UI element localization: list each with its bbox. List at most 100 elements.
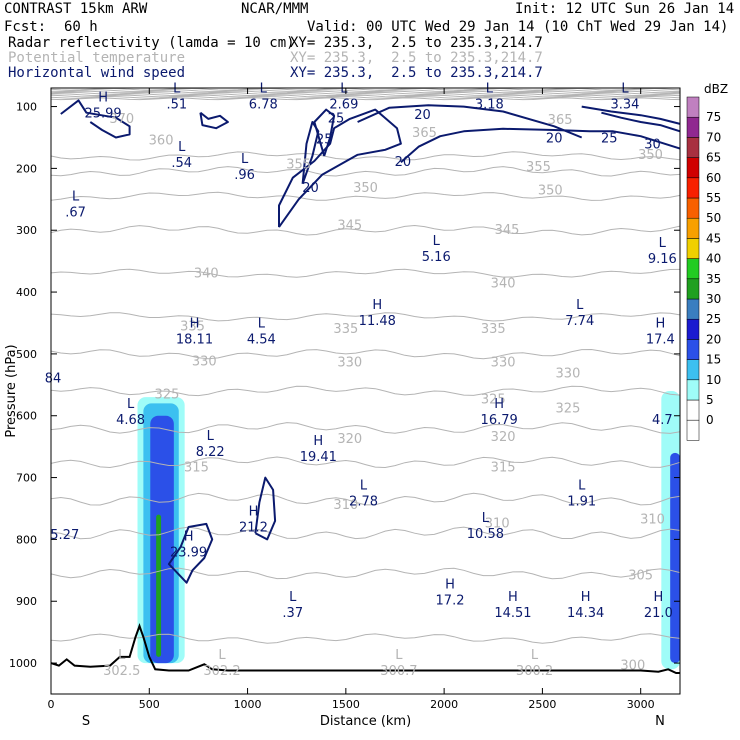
field-name-theta: Potential temperature <box>8 50 186 66</box>
field-xy-reflectivity: XY= 235.3, 2.5 to 235.3,214.7 <box>290 35 543 51</box>
extremum-value: .54 <box>171 156 192 171</box>
colorbar-level-label: 50 <box>706 211 721 225</box>
theta-label: 310 <box>485 516 510 531</box>
theta-label: 350 <box>638 148 663 163</box>
extremum-type-L: L <box>289 590 297 605</box>
wind-label: 25 <box>601 131 618 146</box>
extremum-value: 5.27 <box>50 528 79 543</box>
extremum-type-L: L <box>207 429 215 444</box>
reflectivity-cell <box>670 452 680 664</box>
colorbar-swatch <box>686 217 700 239</box>
extremum-value: 302.2 <box>203 664 240 679</box>
extremum-value: 5.16 <box>422 250 451 265</box>
y-tick-label: 100 <box>16 101 37 114</box>
theta-label: 350 <box>538 184 563 199</box>
theta-label: 315 <box>491 461 516 476</box>
colorbar-level-label: 25 <box>706 312 721 326</box>
theta-label: 345 <box>337 218 362 233</box>
colorbar-swatch <box>686 359 700 381</box>
x-tick-label: 500 <box>139 698 160 711</box>
extremum-type-L: L <box>576 298 584 313</box>
wind-label: 20 <box>546 131 563 146</box>
extremum-value: .51 <box>166 98 187 113</box>
extremum-type-H: H <box>508 590 518 605</box>
wind-contour <box>301 121 320 185</box>
x-axis-label: Distance (km) <box>320 714 411 729</box>
theta-contour-upper <box>50 89 680 93</box>
theta-contour-upper <box>50 94 681 98</box>
theta-label: 335 <box>180 320 205 335</box>
extremum-value: 300.2 <box>516 664 553 679</box>
theta-label: 335 <box>481 322 506 337</box>
extremum-type-L: L <box>531 648 539 663</box>
theta-label: 300 <box>620 659 645 674</box>
theta-label: 365 <box>412 126 437 141</box>
extremum-value: 6.78 <box>249 98 278 113</box>
valid-time: Valid: 00 UTC Wed 29 Jan 14 (10 ChT Wed … <box>307 19 729 35</box>
x-tick-label: 2000 <box>430 698 458 711</box>
theta-label: 325 <box>481 393 506 408</box>
theta-label: 355 <box>286 158 311 173</box>
extremum-type-L: L <box>178 140 186 155</box>
extremum-value: 302.5 <box>103 664 140 679</box>
extremum-value: 16.79 <box>481 413 518 428</box>
colorbar-swatch <box>686 177 700 199</box>
extremum-value: 25.99 <box>84 106 121 121</box>
colorbar-level-label: 75 <box>706 110 721 124</box>
colorbar-level-label: 40 <box>706 252 721 266</box>
terrain-layer <box>50 623 680 674</box>
y-tick-label: 700 <box>16 472 37 485</box>
colorbar-level-label: 45 <box>706 231 721 245</box>
extremum-type-L: L <box>433 234 441 249</box>
extremum-value: 7.74 <box>565 314 594 329</box>
extremum-type-L: L <box>395 648 403 663</box>
theta-contour-layer <box>50 87 681 644</box>
colorbar-level-label: 60 <box>706 171 721 185</box>
theta-label: 320 <box>337 432 362 447</box>
extremum-type-H: H <box>445 578 455 593</box>
theta-label: 325 <box>155 388 180 403</box>
extremum-type-L: L <box>118 648 126 663</box>
theta-label: 340 <box>194 267 219 282</box>
colorbar-swatch <box>686 116 700 138</box>
extremum-type-H: H <box>494 397 504 412</box>
theta-contour <box>50 567 681 580</box>
extremum-type-H: H <box>653 590 663 605</box>
colorbar-swatch <box>686 399 700 421</box>
x-tick-label: 1500 <box>332 698 360 711</box>
extremum-type-L: L <box>578 479 586 494</box>
y-tick-label: 800 <box>16 533 37 546</box>
field-name-wind: Horizontal wind speed <box>8 65 186 81</box>
colorbar-level-label: 10 <box>706 373 721 387</box>
field-name-reflectivity: Radar reflectivity (lamda = 10 cm) <box>8 35 295 51</box>
colorbar-swatch <box>686 339 700 360</box>
theta-label: 355 <box>526 160 551 175</box>
extremum-type-H: H <box>313 434 323 449</box>
wind-contour <box>601 111 681 133</box>
theta-label: 345 <box>495 223 520 238</box>
extremum-type-H: H <box>184 529 194 544</box>
colorbar-level-label: 65 <box>706 151 721 165</box>
extremum-value: 21.0 <box>644 606 673 621</box>
extremum-value: 4.7 <box>652 413 673 428</box>
wind-label: 30 <box>644 138 661 153</box>
extremum-value: 10.58 <box>467 527 504 542</box>
wind-label: 25 <box>328 112 345 127</box>
extremum-type-L: L <box>258 317 266 332</box>
wind-label: 25 <box>316 133 333 148</box>
axes-layer: 100 200 300 400 500 600 700 800 900 1000 0 500 1000 1… <box>4 87 681 729</box>
extremum-value: 18.11 <box>176 333 213 348</box>
theta-label: 365 <box>548 113 573 128</box>
reflectivity-cell <box>150 415 174 664</box>
colorbar-swatch <box>686 96 700 118</box>
extremum-value: 4.54 <box>247 333 276 348</box>
extremum-type-L: L <box>486 82 494 97</box>
init-time: Init: 12 UTC Sun 26 Jan 14 <box>515 1 735 17</box>
x-tick-label: 1000 <box>234 698 262 711</box>
extremum-type-L: L <box>621 82 629 97</box>
extremum-type-L: L <box>241 152 249 167</box>
theta-label: 330 <box>491 356 516 371</box>
theta-contour <box>50 385 681 397</box>
theta-contour <box>50 492 681 506</box>
south-label: S <box>82 714 90 729</box>
